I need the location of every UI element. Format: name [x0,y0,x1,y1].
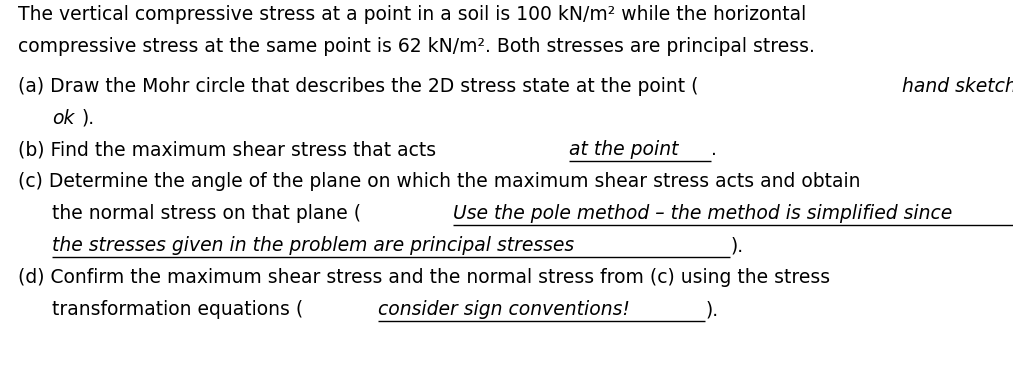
Text: ).: ). [705,300,718,319]
Text: .: . [711,140,717,159]
Text: compressive stress at the same point is 62 kN/m². Both stresses are principal st: compressive stress at the same point is … [18,37,814,56]
Text: (b) Find the maximum shear stress that acts: (b) Find the maximum shear stress that a… [18,140,442,159]
Text: (d) Confirm the maximum shear stress and the normal stress from (c) using the st: (d) Confirm the maximum shear stress and… [18,268,830,287]
Text: hand sketch is: hand sketch is [902,77,1013,96]
Text: Use the pole method – the method is simplified since: Use the pole method – the method is simp… [454,204,952,223]
Text: transformation equations (: transformation equations ( [52,300,303,319]
Text: consider sign conventions!: consider sign conventions! [378,300,630,319]
Text: (c) Determine the angle of the plane on which the maximum shear stress acts and : (c) Determine the angle of the plane on … [18,172,860,191]
Text: ).: ). [730,236,744,255]
Text: ).: ). [81,109,94,128]
Text: the normal stress on that plane (: the normal stress on that plane ( [52,204,361,223]
Text: The vertical compressive stress at a point in a soil is 100 kN/m² while the hori: The vertical compressive stress at a poi… [18,5,806,24]
Text: (a) Draw the Mohr circle that describes the 2D stress state at the point (: (a) Draw the Mohr circle that describes … [18,77,699,96]
Text: ok: ok [52,109,74,128]
Text: at the point: at the point [569,140,679,159]
Text: the stresses given in the problem are principal stresses: the stresses given in the problem are pr… [52,236,574,255]
